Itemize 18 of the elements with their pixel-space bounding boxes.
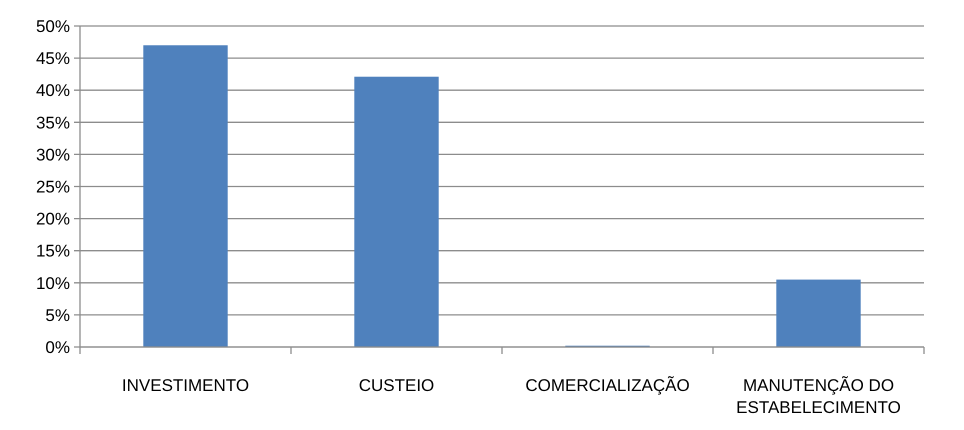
- x-tick-label: COMERCIALIZAÇÃO: [525, 376, 690, 395]
- x-tick-label: INVESTIMENTO: [122, 376, 250, 395]
- y-tick-label: 25%: [36, 177, 70, 196]
- bar: [776, 280, 861, 347]
- y-tick-label: 5%: [45, 306, 70, 325]
- y-tick-label: 20%: [36, 210, 70, 229]
- bar: [143, 45, 228, 347]
- y-tick-label: 30%: [36, 145, 70, 164]
- y-tick-label: 50%: [36, 16, 70, 36]
- y-tick-label: 40%: [36, 81, 70, 100]
- y-tick-label: 45%: [36, 49, 70, 68]
- y-tick-label: 10%: [36, 274, 70, 293]
- y-tick-label: 35%: [36, 113, 70, 132]
- bar: [354, 76, 439, 347]
- x-tick-label: CUSTEIO: [358, 376, 434, 395]
- x-tick-label: MANUTENÇÃO DO ESTABELECIMENTO: [736, 376, 901, 417]
- y-tick-label: 15%: [36, 242, 70, 261]
- y-tick-label: 0%: [45, 338, 70, 357]
